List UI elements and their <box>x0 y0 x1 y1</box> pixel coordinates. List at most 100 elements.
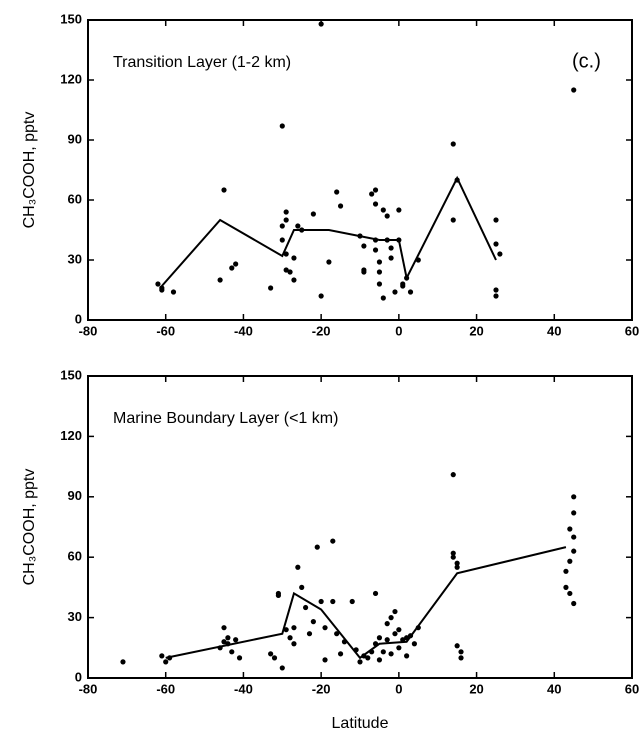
data-point <box>163 659 169 665</box>
data-point <box>291 277 297 283</box>
data-point <box>229 649 235 655</box>
y-tick-label: 120 <box>60 428 82 443</box>
data-point <box>493 293 499 299</box>
data-point <box>330 598 336 605</box>
data-point <box>279 223 285 229</box>
data-point <box>155 281 161 287</box>
data-point <box>283 209 289 215</box>
y-tick-label: 120 <box>60 71 82 86</box>
data-point <box>458 655 464 661</box>
data-point <box>567 526 573 532</box>
data-point <box>283 627 289 633</box>
data-point <box>384 213 390 219</box>
data-point <box>563 568 569 574</box>
x-tick-label: 40 <box>547 681 561 696</box>
data-point <box>314 544 320 550</box>
data-point <box>287 635 293 641</box>
data-point <box>287 269 293 275</box>
data-point <box>396 645 402 651</box>
data-point <box>120 659 126 665</box>
data-point <box>221 187 227 193</box>
data-point <box>372 187 379 193</box>
data-point <box>372 237 379 243</box>
x-axis-label: Latitude <box>332 715 389 732</box>
plot-frame <box>87 19 633 321</box>
data-point <box>334 189 340 195</box>
y-tick-label: 30 <box>68 609 82 624</box>
x-tick-label: 0 <box>395 681 402 696</box>
data-point <box>225 635 231 641</box>
x-tick-label: -40 <box>234 681 253 696</box>
y-tick-label: 90 <box>68 131 82 146</box>
x-tick-label: 20 <box>469 681 483 696</box>
data-point <box>493 217 499 223</box>
data-point <box>493 241 499 247</box>
data-point <box>376 259 383 265</box>
x-tick-label: -20 <box>312 323 331 338</box>
data-point <box>372 247 379 253</box>
data-point <box>571 510 577 516</box>
data-point <box>392 608 398 615</box>
data-point <box>291 641 297 647</box>
data-point <box>283 217 289 223</box>
data-point <box>303 604 309 611</box>
panel-annotation: (c.) <box>572 50 601 72</box>
data-point <box>454 560 460 566</box>
data-point <box>563 584 569 591</box>
data-point <box>450 472 456 478</box>
x-tick-label: 60 <box>625 681 639 696</box>
data-point <box>450 554 456 560</box>
data-point <box>376 657 383 663</box>
y-tick-label: 90 <box>68 488 82 503</box>
data-point <box>415 257 421 263</box>
y-axis-label: CH₃COOH, pptv <box>21 112 38 229</box>
data-point <box>225 641 231 647</box>
data-point <box>567 590 573 597</box>
trend-line <box>165 546 567 660</box>
data-point <box>361 653 367 659</box>
data-point <box>454 643 460 649</box>
data-point <box>454 177 460 183</box>
data-point <box>334 631 340 637</box>
data-point <box>493 287 499 293</box>
data-point <box>271 655 278 661</box>
data-point <box>369 191 375 197</box>
data-point <box>450 550 456 556</box>
y-tick-label: 0 <box>75 669 82 684</box>
data-point <box>392 289 398 295</box>
data-point <box>404 653 410 659</box>
data-point <box>170 289 177 295</box>
x-tick-label: -40 <box>234 323 253 338</box>
data-point <box>233 637 239 643</box>
data-point <box>295 564 301 570</box>
x-tick-label: 40 <box>547 323 561 338</box>
data-point <box>283 251 289 257</box>
data-point <box>159 653 165 659</box>
y-tick-label: 150 <box>60 11 82 26</box>
data-point <box>571 494 577 500</box>
data-point <box>388 255 394 261</box>
data-point <box>275 592 281 599</box>
data-point <box>450 141 456 147</box>
data-point <box>318 293 324 299</box>
data-point <box>388 615 394 621</box>
data-point <box>330 538 336 544</box>
data-point <box>337 651 344 657</box>
data-point <box>571 600 577 607</box>
x-tick-label: -80 <box>79 323 98 338</box>
data-point <box>361 269 367 275</box>
data-point <box>326 259 332 265</box>
data-point <box>372 590 379 597</box>
data-point <box>384 237 390 243</box>
y-tick-label: 30 <box>68 251 82 266</box>
data-point <box>369 649 375 655</box>
data-point <box>341 639 348 645</box>
data-point <box>318 21 324 27</box>
data-point <box>380 649 386 655</box>
data-point <box>318 598 324 605</box>
data-point <box>322 625 328 631</box>
data-point <box>571 548 577 554</box>
data-point <box>159 287 165 293</box>
x-tick-label: 0 <box>395 323 402 338</box>
data-point <box>372 641 379 647</box>
